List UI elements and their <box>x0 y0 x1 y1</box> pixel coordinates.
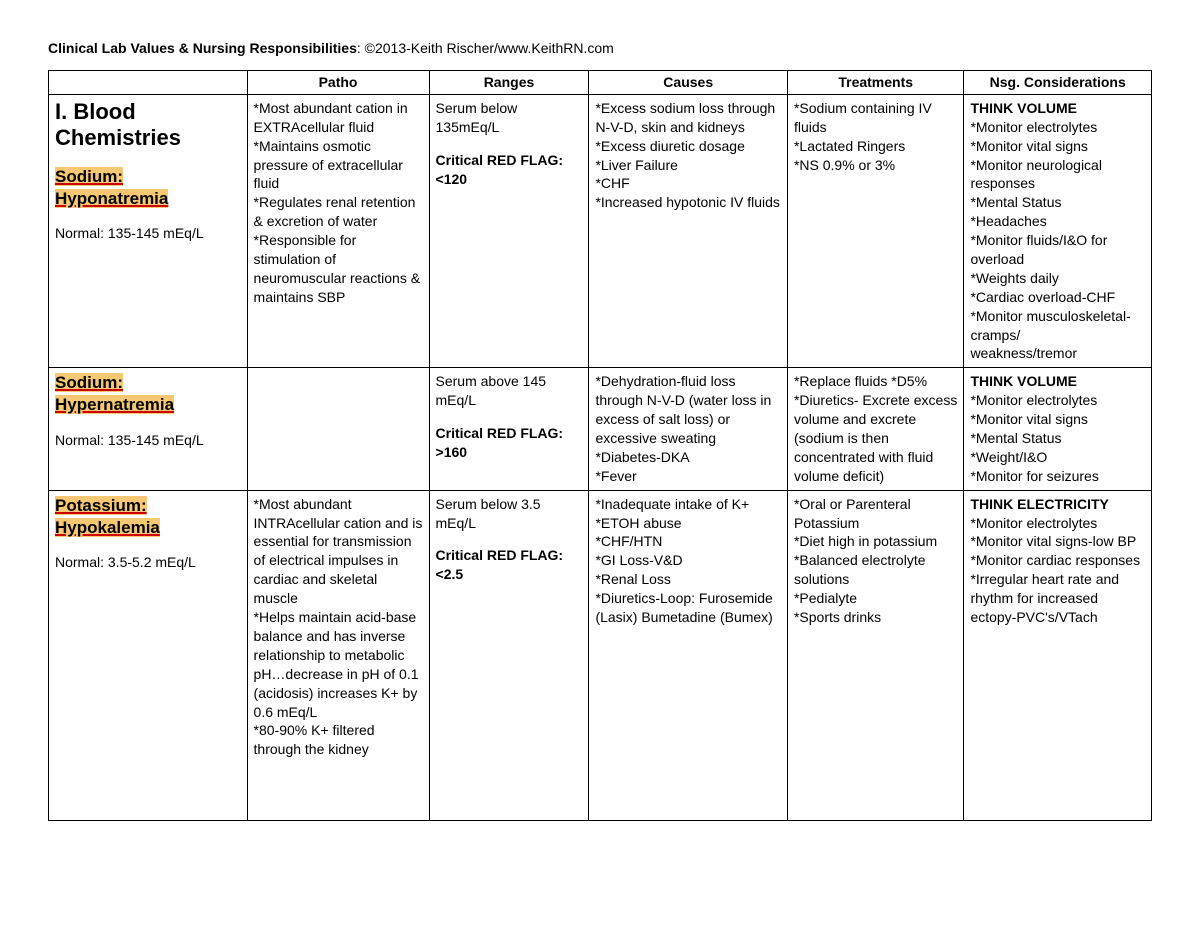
row-label-cell: Potassium: Hypokalemia Normal: 3.5-5.2 mE… <box>49 490 248 820</box>
nsg-heading: THINK VOLUME <box>970 99 1145 118</box>
ranges-cell: Serum above 145 mEq/L Critical RED FLAG:>… <box>429 368 589 490</box>
red-flag-value: <2.5 <box>436 565 583 584</box>
row-label-cell: I. Blood Chemistries Sodium: Hyponatremia… <box>49 94 248 367</box>
col-patho: Patho <box>247 71 429 95</box>
table-header-row: Patho Ranges Causes Treatments Nsg. Cons… <box>49 71 1152 95</box>
nsg-body: *Monitor electrolytes *Monitor vital sig… <box>970 514 1145 627</box>
red-flag-value: <120 <box>436 170 583 189</box>
patho-cell <box>247 368 429 490</box>
causes-cell: *Excess sodium loss through N-V-D, skin … <box>589 94 788 367</box>
condition-label: Sodium: Hypernatremia <box>55 373 174 414</box>
col-nsg: Nsg. Considerations <box>964 71 1152 95</box>
nsg-cell: THINK VOLUME*Monitor electrolytes *Monit… <box>964 368 1152 490</box>
table-row: Potassium: Hypokalemia Normal: 3.5-5.2 mE… <box>49 490 1152 820</box>
normal-range: Normal: 135-145 mEq/L <box>55 431 241 450</box>
nsg-heading: THINK ELECTRICITY <box>970 495 1145 514</box>
red-flag-label: Critical RED FLAG: <box>436 424 583 443</box>
condition-label: Potassium: Hypokalemia <box>55 496 160 537</box>
red-flag-label: Critical RED FLAG: <box>436 546 583 565</box>
red-flag-label: Critical RED FLAG: <box>436 151 583 170</box>
ranges-cell: Serum below 3.5 mEq/L Critical RED FLAG:<… <box>429 490 589 820</box>
normal-range: Normal: 135-145 mEq/L <box>55 224 241 243</box>
col-treatments: Treatments <box>787 71 963 95</box>
normal-range: Normal: 3.5-5.2 mEq/L <box>55 553 241 572</box>
lab-values-table: Patho Ranges Causes Treatments Nsg. Cons… <box>48 70 1152 821</box>
treatments-cell: *Oral or Parenteral Potassium *Diet high… <box>787 490 963 820</box>
causes-cell: *Dehydration-fluid loss through N-V-D (w… <box>589 368 788 490</box>
range-value: Serum below 135mEq/L <box>436 99 583 137</box>
treatments-cell: *Sodium containing IV fluids *Lactated R… <box>787 94 963 367</box>
nsg-body: *Monitor electrolytes *Monitor vital sig… <box>970 391 1145 485</box>
title-rest: : ©2013-Keith Rischer/www.KeithRN.com <box>357 40 614 56</box>
table-row: Sodium: Hypernatremia Normal: 135-145 mEq… <box>49 368 1152 490</box>
table-row: I. Blood Chemistries Sodium: Hyponatremia… <box>49 94 1152 367</box>
range-value: Serum below 3.5 mEq/L <box>436 495 583 533</box>
nsg-cell: THINK ELECTRICITY*Monitor electrolytes *… <box>964 490 1152 820</box>
nsg-body: *Monitor electrolytes *Monitor vital sig… <box>970 118 1145 364</box>
patho-cell: *Most abundant cation in EXTRAcellular f… <box>247 94 429 367</box>
section-title: I. Blood Chemistries <box>55 99 241 152</box>
causes-cell: *Inadequate intake of K+ *ETOH abuse *CH… <box>589 490 788 820</box>
range-value: Serum above 145 mEq/L <box>436 372 583 410</box>
nsg-cell: THINK VOLUME*Monitor electrolytes *Monit… <box>964 94 1152 367</box>
patho-cell: *Most abundant INTRAcellular cation and … <box>247 490 429 820</box>
col-blank <box>49 71 248 95</box>
ranges-cell: Serum below 135mEq/L Critical RED FLAG:<1… <box>429 94 589 367</box>
condition-label: Sodium: Hyponatremia <box>55 167 168 208</box>
title-bold: Clinical Lab Values & Nursing Responsibi… <box>48 40 357 56</box>
row-label-cell: Sodium: Hypernatremia Normal: 135-145 mEq… <box>49 368 248 490</box>
document-title: Clinical Lab Values & Nursing Responsibi… <box>48 40 1152 56</box>
col-ranges: Ranges <box>429 71 589 95</box>
nsg-heading: THINK VOLUME <box>970 372 1145 391</box>
col-causes: Causes <box>589 71 788 95</box>
treatments-cell: *Replace fluids *D5% *Diuretics- Excrete… <box>787 368 963 490</box>
red-flag-value: >160 <box>436 443 583 462</box>
